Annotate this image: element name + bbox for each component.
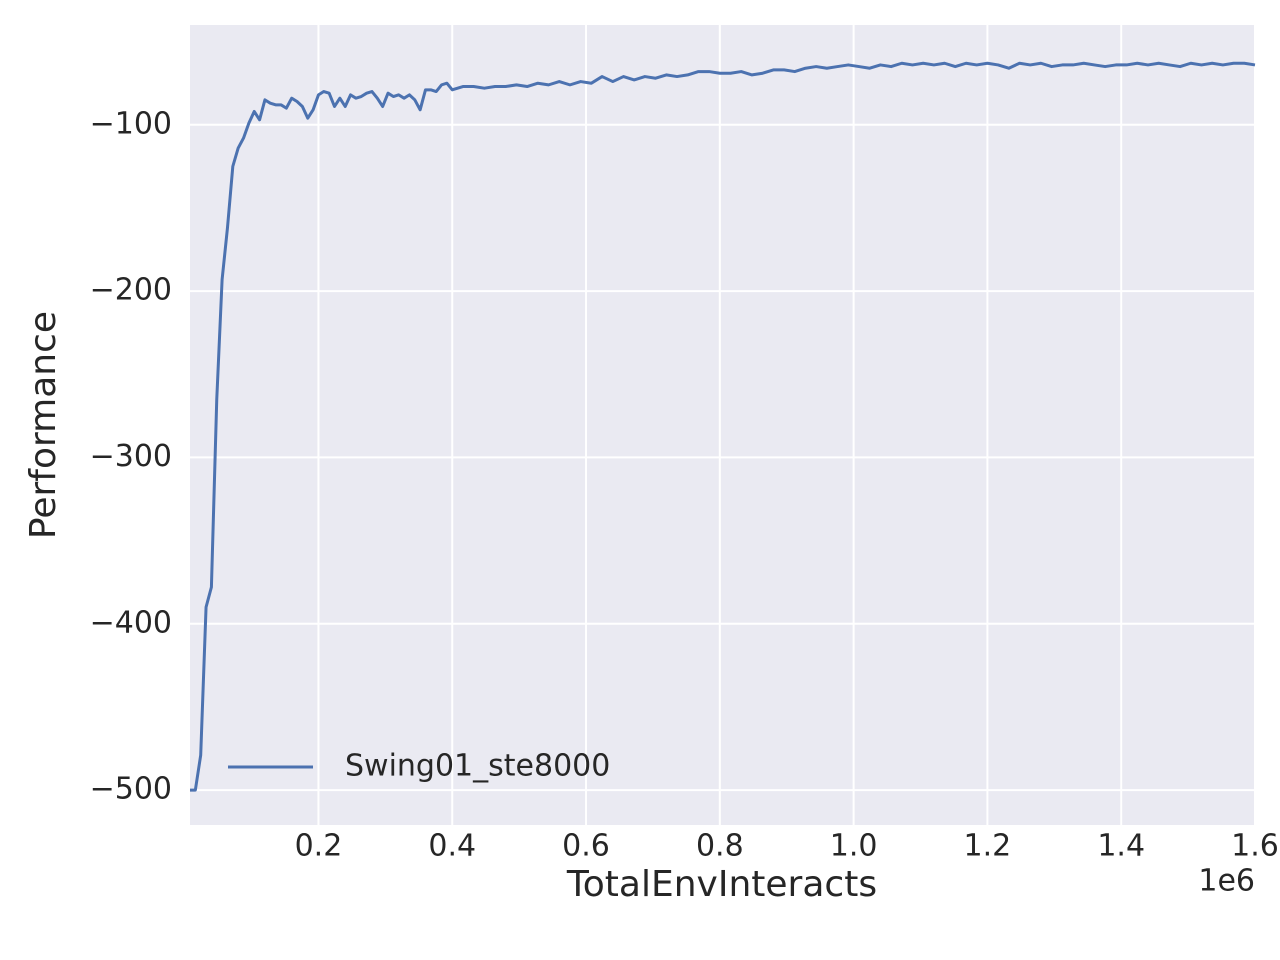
x-tick-label: 1.0 xyxy=(830,829,878,864)
y-tick-label: −200 xyxy=(90,273,172,308)
y-tick-label: −300 xyxy=(90,439,172,474)
y-tick-label: −500 xyxy=(90,772,172,807)
x-tick-label: 1.2 xyxy=(964,829,1012,864)
y-tick-label: −400 xyxy=(90,605,172,640)
x-tick-label: 0.2 xyxy=(295,829,343,864)
x-offset-label: 1e6 xyxy=(1198,864,1255,899)
x-axis-label: TotalEnvInteracts xyxy=(566,864,877,905)
grid xyxy=(190,25,1256,825)
x-tick-label: 0.8 xyxy=(696,829,744,864)
plot-area xyxy=(190,25,1255,825)
x-tick-label: 0.4 xyxy=(428,829,476,864)
y-axis-label: Performance xyxy=(23,311,64,539)
x-tick-label: 1.6 xyxy=(1231,829,1279,864)
legend: Swing01_ste8000 xyxy=(228,749,610,784)
y-tick-label: −100 xyxy=(90,106,172,141)
data-line xyxy=(190,61,1256,792)
marks xyxy=(190,61,1256,792)
x-tick-label: 0.6 xyxy=(562,829,610,864)
legend-label: Swing01_ste8000 xyxy=(345,749,610,784)
x-tick-label: 1.4 xyxy=(1097,829,1145,864)
